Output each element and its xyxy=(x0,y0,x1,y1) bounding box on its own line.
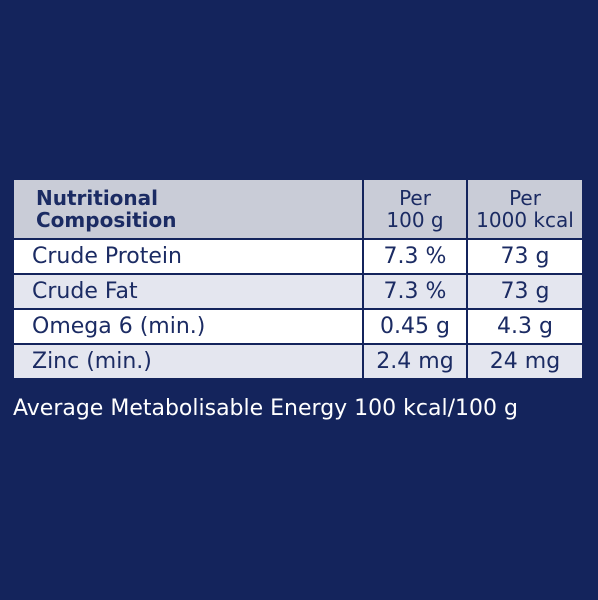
nutrient-value: 2.4 mg xyxy=(362,343,468,380)
nutrient-name: Omega 6 (min.) xyxy=(12,308,364,345)
header-text: Nutritional xyxy=(36,186,159,210)
table-body: Crude Protein 7.3 % 73 g Crude Fat 7.3 % 73 g… xyxy=(12,238,584,380)
header-text: Composition xyxy=(36,208,177,232)
nutrient-name: Crude Fat xyxy=(12,273,364,310)
table-row: Omega 6 (min.) 0.45 g 4.3 g xyxy=(12,308,584,345)
header-cell: Nutritional Composition xyxy=(12,178,364,240)
header-text: 100 g xyxy=(386,208,444,232)
nutrient-value: 24 mg xyxy=(466,343,584,380)
nutrient-name: Crude Protein xyxy=(12,238,364,275)
nutrient-value: 0.45 g xyxy=(362,308,468,345)
nutrient-value: 7.3 % xyxy=(362,273,468,310)
nutrient-value: 7.3 % xyxy=(362,238,468,275)
header-text: 1000 kcal xyxy=(476,208,574,232)
header-text: Per xyxy=(509,186,541,210)
header-cell: Per 100 g xyxy=(362,178,468,240)
header-row: Nutritional Composition Per 100 g Per 10… xyxy=(12,178,584,240)
nutrient-value: 4.3 g xyxy=(466,308,584,345)
nutrition-table: Nutritional Composition Per 100 g Per 10… xyxy=(12,178,584,380)
table-row: Crude Protein 7.3 % 73 g xyxy=(12,238,584,275)
table-row: Zinc (min.) 2.4 mg 24 mg xyxy=(12,343,584,380)
nutrient-name: Zinc (min.) xyxy=(12,343,364,380)
nutrient-value: 73 g xyxy=(466,238,584,275)
table-row: Crude Fat 7.3 % 73 g xyxy=(12,273,584,310)
header-text: Per xyxy=(399,186,431,210)
header-cell: Per 1000 kcal xyxy=(466,178,584,240)
footer-note: Average Metabolisable Energy 100 kcal/10… xyxy=(13,396,518,421)
nutrient-value: 73 g xyxy=(466,273,584,310)
